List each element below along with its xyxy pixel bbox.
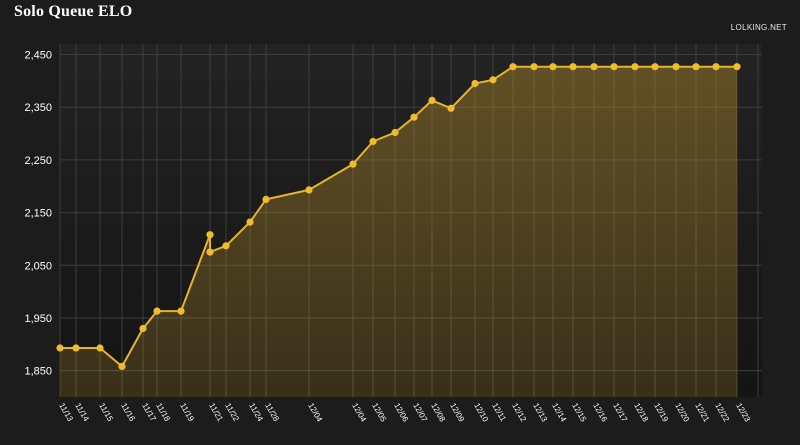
y-tick-label: 2,450 — [24, 50, 52, 62]
x-tick-label: 12/09 — [448, 402, 466, 424]
data-point — [177, 307, 185, 315]
x-tick-label: 11/15 — [97, 402, 115, 424]
x-tick-label: 12/11 — [490, 402, 508, 424]
x-tick-label: 12/10 — [472, 402, 490, 424]
data-point — [139, 324, 147, 333]
data-point — [712, 63, 720, 71]
x-tick-label: 11/21 — [207, 402, 225, 424]
site-credit: LOLKING.NET — [730, 23, 787, 32]
data-point — [153, 307, 161, 315]
data-point — [569, 63, 577, 71]
data-point — [246, 218, 254, 226]
data-point — [509, 63, 517, 71]
x-tick-label: 11/14 — [73, 402, 91, 424]
data-point — [549, 63, 557, 71]
data-point — [222, 242, 230, 250]
series-points — [56, 63, 741, 370]
x-tick-label: 12/04 — [350, 402, 368, 424]
x-tick-label: 11/24 — [247, 402, 265, 424]
data-point — [428, 96, 436, 104]
data-point — [262, 195, 270, 203]
x-tick-label: 12/05 — [370, 402, 388, 424]
y-tick-label: 2,150 — [24, 208, 52, 220]
x-tick-label: 12/14 — [550, 402, 568, 424]
x-tick-label: 12/17 — [611, 402, 629, 424]
y-axis-ticks: 1,850 1,950 2,050 2,150 2,250 2,350 2,450 — [24, 50, 52, 378]
chart-title: Solo Queue ELO — [14, 3, 133, 20]
x-tick-label: 12/23 — [734, 402, 752, 424]
data-point — [118, 362, 126, 370]
x-tick-label: 12/22 — [713, 402, 731, 424]
data-point — [530, 63, 538, 71]
x-tick-label: 11/18 — [154, 402, 172, 424]
data-point — [733, 63, 741, 71]
data-point — [610, 63, 618, 71]
x-tick-label: 12/21 — [693, 402, 711, 424]
y-tick-label: 1,850 — [24, 366, 52, 378]
x-tick-label: 12/13 — [531, 402, 549, 424]
data-point — [369, 137, 377, 146]
data-point — [206, 248, 214, 256]
data-point — [56, 344, 64, 352]
x-tick-label: 12/08 — [429, 402, 447, 424]
x-tick-label: 12/04 — [306, 402, 324, 424]
series-area-fill — [60, 66, 737, 397]
y-tick-label: 2,050 — [24, 260, 52, 272]
x-tick-label: 11/22 — [223, 402, 241, 424]
data-point — [692, 63, 700, 71]
x-tick-label: 11/16 — [119, 402, 137, 424]
x-tick-label: 12/07 — [411, 402, 429, 424]
data-point — [349, 160, 357, 168]
data-point — [651, 63, 659, 71]
x-tick-label: 12/19 — [652, 402, 670, 424]
x-tick-label: 12/20 — [673, 402, 691, 424]
data-point — [672, 63, 680, 71]
data-point — [305, 186, 313, 194]
x-tick-label: 12/06 — [392, 402, 410, 424]
x-tick-label: 11/28 — [263, 402, 281, 424]
x-tick-label: 12/16 — [591, 402, 609, 424]
data-point — [590, 63, 598, 71]
data-point — [72, 344, 80, 352]
y-tick-label: 2,250 — [24, 155, 52, 167]
data-point — [391, 128, 399, 137]
x-tick-label: 12/15 — [570, 402, 588, 424]
data-point — [489, 76, 497, 84]
y-tick-label: 1,950 — [24, 313, 52, 325]
data-point — [96, 344, 104, 352]
y-tick-label: 2,350 — [24, 102, 52, 114]
data-point — [410, 113, 418, 121]
x-tick-label: 11/13 — [57, 402, 75, 424]
x-tick-label: 12/12 — [510, 402, 528, 424]
data-point — [631, 63, 639, 71]
x-tick-label: 11/19 — [178, 402, 196, 424]
x-tick-label: 12/18 — [632, 402, 650, 424]
data-point — [206, 231, 214, 239]
data-point — [447, 104, 455, 112]
data-point — [471, 79, 479, 88]
